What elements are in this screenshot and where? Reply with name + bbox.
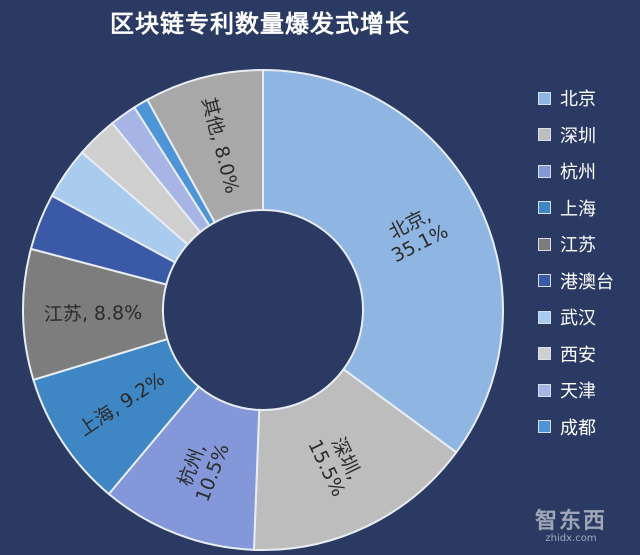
legend-item: 北京 — [538, 86, 596, 110]
legend-swatch — [538, 420, 551, 433]
legend-label: 西安 — [560, 344, 596, 366]
watermark: 智东西 zhidx.com — [535, 503, 607, 544]
legend-item: 西安 — [538, 342, 596, 366]
legend-label: 深圳 — [560, 125, 596, 147]
legend-item: 成都 — [538, 415, 596, 439]
legend-label: 上海 — [560, 198, 596, 220]
legend-swatch — [538, 164, 551, 178]
legend-swatch — [538, 91, 551, 105]
chart-title: 区块链专利数量爆发式增长 — [110, 10, 410, 38]
legend-item: 深圳 — [538, 123, 596, 147]
data-label-5: 江苏, 8.8% — [44, 302, 143, 326]
legend-item: 天津 — [538, 378, 596, 402]
legend-swatch — [538, 347, 551, 360]
slice-3 — [107, 385, 261, 551]
watermark-url: zhidx.com — [545, 533, 597, 544]
legend-item: 港澳台 — [538, 269, 614, 293]
legend-label: 江苏 — [560, 235, 596, 256]
watermark-logo: 智东西 — [535, 509, 608, 534]
slice-2 — [252, 367, 458, 551]
legend-swatch — [538, 201, 551, 214]
legend-swatch — [538, 237, 551, 251]
slice-1 — [262, 68, 504, 454]
legend-item: 江苏 — [538, 232, 596, 256]
legend-swatch — [538, 274, 551, 287]
legend-label: 杭州 — [560, 162, 596, 183]
legend-label: 港澳台 — [560, 271, 614, 293]
legend-label: 天津 — [560, 381, 596, 402]
legend-label: 北京 — [560, 89, 596, 110]
legend-label: 成都 — [560, 417, 596, 439]
legend-item: 上海 — [538, 196, 596, 220]
slice-11 — [146, 68, 264, 224]
legend-swatch — [538, 310, 551, 324]
legend-item: 杭州 — [538, 159, 596, 183]
legend-label: 武汉 — [560, 308, 596, 329]
legend-item: 武汉 — [538, 305, 596, 329]
legend-swatch — [538, 383, 551, 397]
legend-swatch — [538, 128, 551, 141]
